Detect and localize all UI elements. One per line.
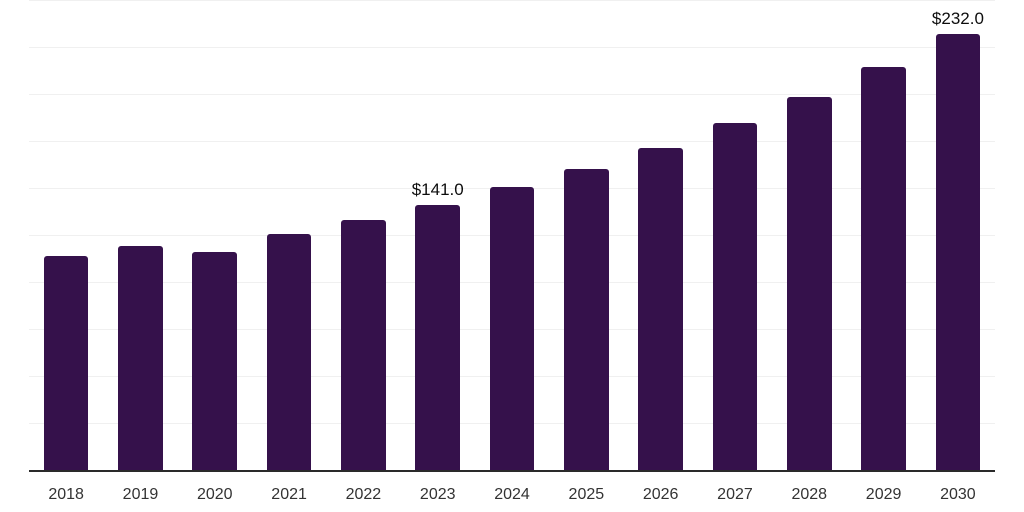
bar-band xyxy=(252,0,326,470)
bar-2026 xyxy=(638,147,683,470)
x-tick-label: 2024 xyxy=(494,486,530,503)
bar-2025 xyxy=(564,169,609,470)
x-tick-label: 2029 xyxy=(865,486,902,503)
x-tick-label: 2020 xyxy=(196,486,233,503)
bar-2018 xyxy=(43,255,89,470)
bar-2019 xyxy=(118,246,163,470)
bar-2022 xyxy=(341,219,386,470)
bar-2023 xyxy=(415,204,460,470)
bar-2024 xyxy=(489,187,535,470)
bar-band xyxy=(846,0,920,470)
bars: $141.0 $232.0 xyxy=(29,0,995,470)
x-tick-label: 2026 xyxy=(642,486,679,503)
bar-band xyxy=(549,0,623,470)
bar-band xyxy=(772,0,846,470)
x-tick-label: 2022 xyxy=(345,486,382,503)
x-tick-label: 2018 xyxy=(48,486,84,503)
plot-area: $141.0 $232.0 xyxy=(29,0,995,472)
x-tick-label: 2019 xyxy=(122,486,159,503)
value-label: $232.0 xyxy=(931,8,984,28)
bar-band xyxy=(178,0,252,470)
bar-band: $141.0 xyxy=(401,0,475,470)
x-tick-label: 2027 xyxy=(717,486,753,503)
bar-band xyxy=(326,0,400,470)
bar-band: $232.0 xyxy=(921,0,995,470)
bar-2029 xyxy=(861,66,906,470)
x-tick-label: 2028 xyxy=(791,486,828,503)
bar-band xyxy=(29,0,103,470)
x-tick-label: 2023 xyxy=(419,486,456,503)
bar-2027 xyxy=(712,123,758,470)
x-axis-labels: 2018 2019 2020 2021 2022 2023 2024 2025 2026 2027… xyxy=(29,472,995,512)
value-label: $141.0 xyxy=(411,179,464,199)
bar-2030 xyxy=(935,33,981,470)
bar-2020 xyxy=(192,251,238,470)
bar-band xyxy=(103,0,177,470)
bar-2028 xyxy=(786,96,832,470)
bar-2021 xyxy=(266,234,312,470)
x-tick-label: 2025 xyxy=(568,486,605,503)
bar-band xyxy=(698,0,772,470)
bar-band xyxy=(475,0,549,470)
x-tick-label: 2030 xyxy=(940,486,976,503)
bar-band xyxy=(624,0,698,470)
x-tick-label: 2021 xyxy=(271,486,307,503)
